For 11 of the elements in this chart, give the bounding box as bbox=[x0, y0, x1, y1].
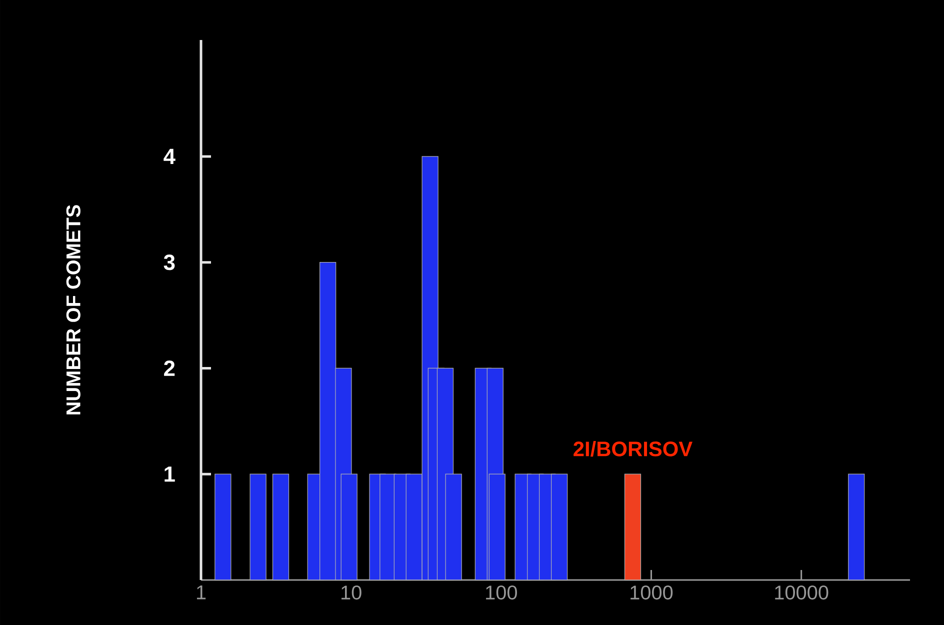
y-tick-label: 4 bbox=[164, 148, 176, 164]
x-tick-label: 1 bbox=[196, 586, 206, 600]
x-tick-label: 10 bbox=[342, 586, 362, 600]
x-tick-label: 100 bbox=[486, 586, 517, 600]
annotation: 2I/BORISOV bbox=[574, 441, 692, 457]
y-tick-label: 1 bbox=[164, 466, 175, 482]
y-tick-label: 3 bbox=[164, 254, 175, 270]
y-axis-title: NUMBER OF COMETS bbox=[66, 205, 80, 414]
x-tick-label: 10000 bbox=[775, 586, 828, 600]
y-tick-label: 2 bbox=[164, 360, 175, 376]
x-tick-label: 1000 bbox=[630, 586, 673, 600]
